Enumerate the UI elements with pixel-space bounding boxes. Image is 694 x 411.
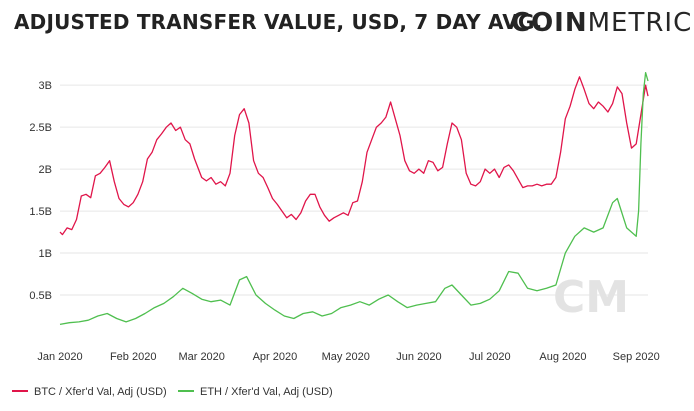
- eth-series-line: [59, 71, 649, 326]
- btc-series-line: [59, 76, 649, 236]
- x-tick-label: Feb 2020: [110, 351, 156, 363]
- y-tick-label: 3B: [39, 80, 52, 92]
- x-axis-labels: Jan 2020 Feb 2020 Mar 2020 Apr 2020 May 2020…: [37, 351, 659, 363]
- legend: BTC / Xfer'd Val, Adj (USD) ETH / Xfer'd …: [12, 386, 333, 398]
- watermark-logo: CM: [553, 272, 629, 323]
- x-tick-label: Mar 2020: [178, 351, 224, 363]
- x-tick-label: Apr 2020: [253, 351, 298, 363]
- x-tick-label: Jan 2020: [37, 351, 82, 363]
- legend-label: ETH / Xfer'd Val, Adj (USD): [200, 386, 333, 398]
- x-tick-label: Jun 2020: [396, 351, 441, 363]
- grid-lines: [60, 84, 648, 296]
- legend-label: BTC / Xfer'd Val, Adj (USD): [34, 386, 167, 398]
- brand-logo-light: METRICS: [587, 8, 694, 38]
- x-tick-label: Jul 2020: [469, 351, 511, 363]
- y-tick-label: 1B: [39, 248, 52, 260]
- y-axis-labels: 0.5B 1B 1.5B 2B 2.5B 3B: [29, 80, 52, 302]
- brand-logo: COINMETRICS: [511, 8, 694, 38]
- x-tick-label: Sep 2020: [613, 351, 660, 363]
- brand-logo-bold: COIN: [511, 8, 588, 38]
- y-tick-label: 1.5B: [29, 206, 52, 218]
- x-tick-label: Aug 2020: [539, 351, 586, 363]
- y-tick-label: 2.5B: [29, 122, 52, 134]
- y-tick-label: 2B: [39, 164, 52, 176]
- x-tick-label: May 2020: [322, 351, 370, 363]
- y-tick-label: 0.5B: [29, 290, 52, 302]
- series-lines: [59, 71, 649, 326]
- chart-title: ADJUSTED TRANSFER VALUE, USD, 7 DAY AVG.: [14, 10, 543, 34]
